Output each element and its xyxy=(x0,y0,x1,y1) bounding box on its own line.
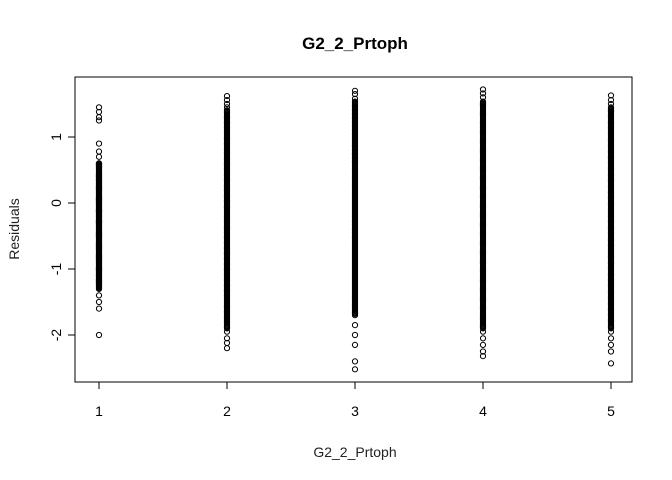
data-point xyxy=(607,104,615,111)
data-point xyxy=(95,272,103,279)
y-tick-label: -2 xyxy=(48,329,64,342)
data-point xyxy=(95,265,103,273)
data-point xyxy=(95,285,103,292)
data-point xyxy=(223,92,231,100)
data-point xyxy=(479,341,487,348)
data-point xyxy=(95,259,103,266)
x-axis-label: G2_2_Prtoph xyxy=(313,444,396,460)
data-point xyxy=(223,96,231,104)
data-point xyxy=(95,196,103,203)
y-axis: -2 -1 0 1 xyxy=(48,133,76,342)
data-point xyxy=(95,298,103,306)
data-point xyxy=(607,328,615,335)
data-point xyxy=(607,341,615,348)
data-point xyxy=(95,117,103,124)
data-point xyxy=(95,191,103,199)
data-point xyxy=(479,328,487,335)
data-point xyxy=(95,292,103,299)
data-point xyxy=(607,348,615,355)
data-point xyxy=(351,95,359,102)
x-tick-label: 1 xyxy=(95,403,103,419)
data-point xyxy=(351,366,359,373)
data-point xyxy=(95,279,103,286)
data-point xyxy=(95,213,103,220)
data-point xyxy=(95,246,103,253)
data-point xyxy=(607,92,615,99)
data-point xyxy=(95,232,103,240)
data-point xyxy=(95,331,103,339)
data-point xyxy=(351,98,359,105)
y-axis-label: Residuals xyxy=(6,198,22,259)
data-point xyxy=(351,341,359,348)
data-point xyxy=(95,199,103,207)
data-point xyxy=(95,252,103,259)
x-tick-label: 5 xyxy=(607,403,615,419)
data-point xyxy=(95,163,103,170)
data-point xyxy=(607,335,615,342)
data-point xyxy=(479,94,487,101)
y-tick-label: 0 xyxy=(48,199,64,207)
data-point xyxy=(95,239,103,246)
x-tick-label: 4 xyxy=(479,403,487,419)
data-point xyxy=(95,219,103,226)
data-point xyxy=(95,104,103,111)
data-point xyxy=(351,358,359,365)
data-point xyxy=(223,335,231,342)
data-point xyxy=(607,100,615,108)
data-point xyxy=(351,312,359,319)
data-point xyxy=(223,107,231,114)
data-point xyxy=(95,203,103,210)
data-point xyxy=(479,98,487,105)
x-tick-label: 3 xyxy=(351,403,359,419)
data-point xyxy=(351,87,359,94)
data-point xyxy=(95,180,103,187)
data-points xyxy=(95,86,615,373)
data-point xyxy=(351,322,359,329)
data-point xyxy=(95,176,103,183)
data-point xyxy=(95,226,103,233)
data-point xyxy=(95,170,103,177)
data-point xyxy=(95,305,103,312)
data-point xyxy=(95,114,103,121)
data-point xyxy=(95,140,103,147)
data-point xyxy=(479,335,487,342)
data-point xyxy=(479,90,487,97)
x-tick-label: 2 xyxy=(223,403,231,419)
data-point xyxy=(351,91,359,98)
data-point xyxy=(223,345,231,352)
data-point xyxy=(95,148,103,155)
x-axis: 1 2 3 4 5 xyxy=(95,381,615,419)
y-tick-label: 1 xyxy=(48,133,64,141)
data-point xyxy=(479,348,487,355)
data-point xyxy=(223,100,231,108)
data-point xyxy=(223,104,231,111)
data-point xyxy=(223,328,231,335)
data-point xyxy=(479,86,487,93)
data-point xyxy=(607,96,615,104)
data-point xyxy=(607,360,615,367)
data-point xyxy=(95,160,103,167)
y-tick-label: -1 xyxy=(48,263,64,276)
chart-title: G2_2_Prtoph xyxy=(302,34,408,53)
data-point xyxy=(95,153,103,160)
data-point xyxy=(479,353,487,360)
data-point xyxy=(351,331,359,339)
